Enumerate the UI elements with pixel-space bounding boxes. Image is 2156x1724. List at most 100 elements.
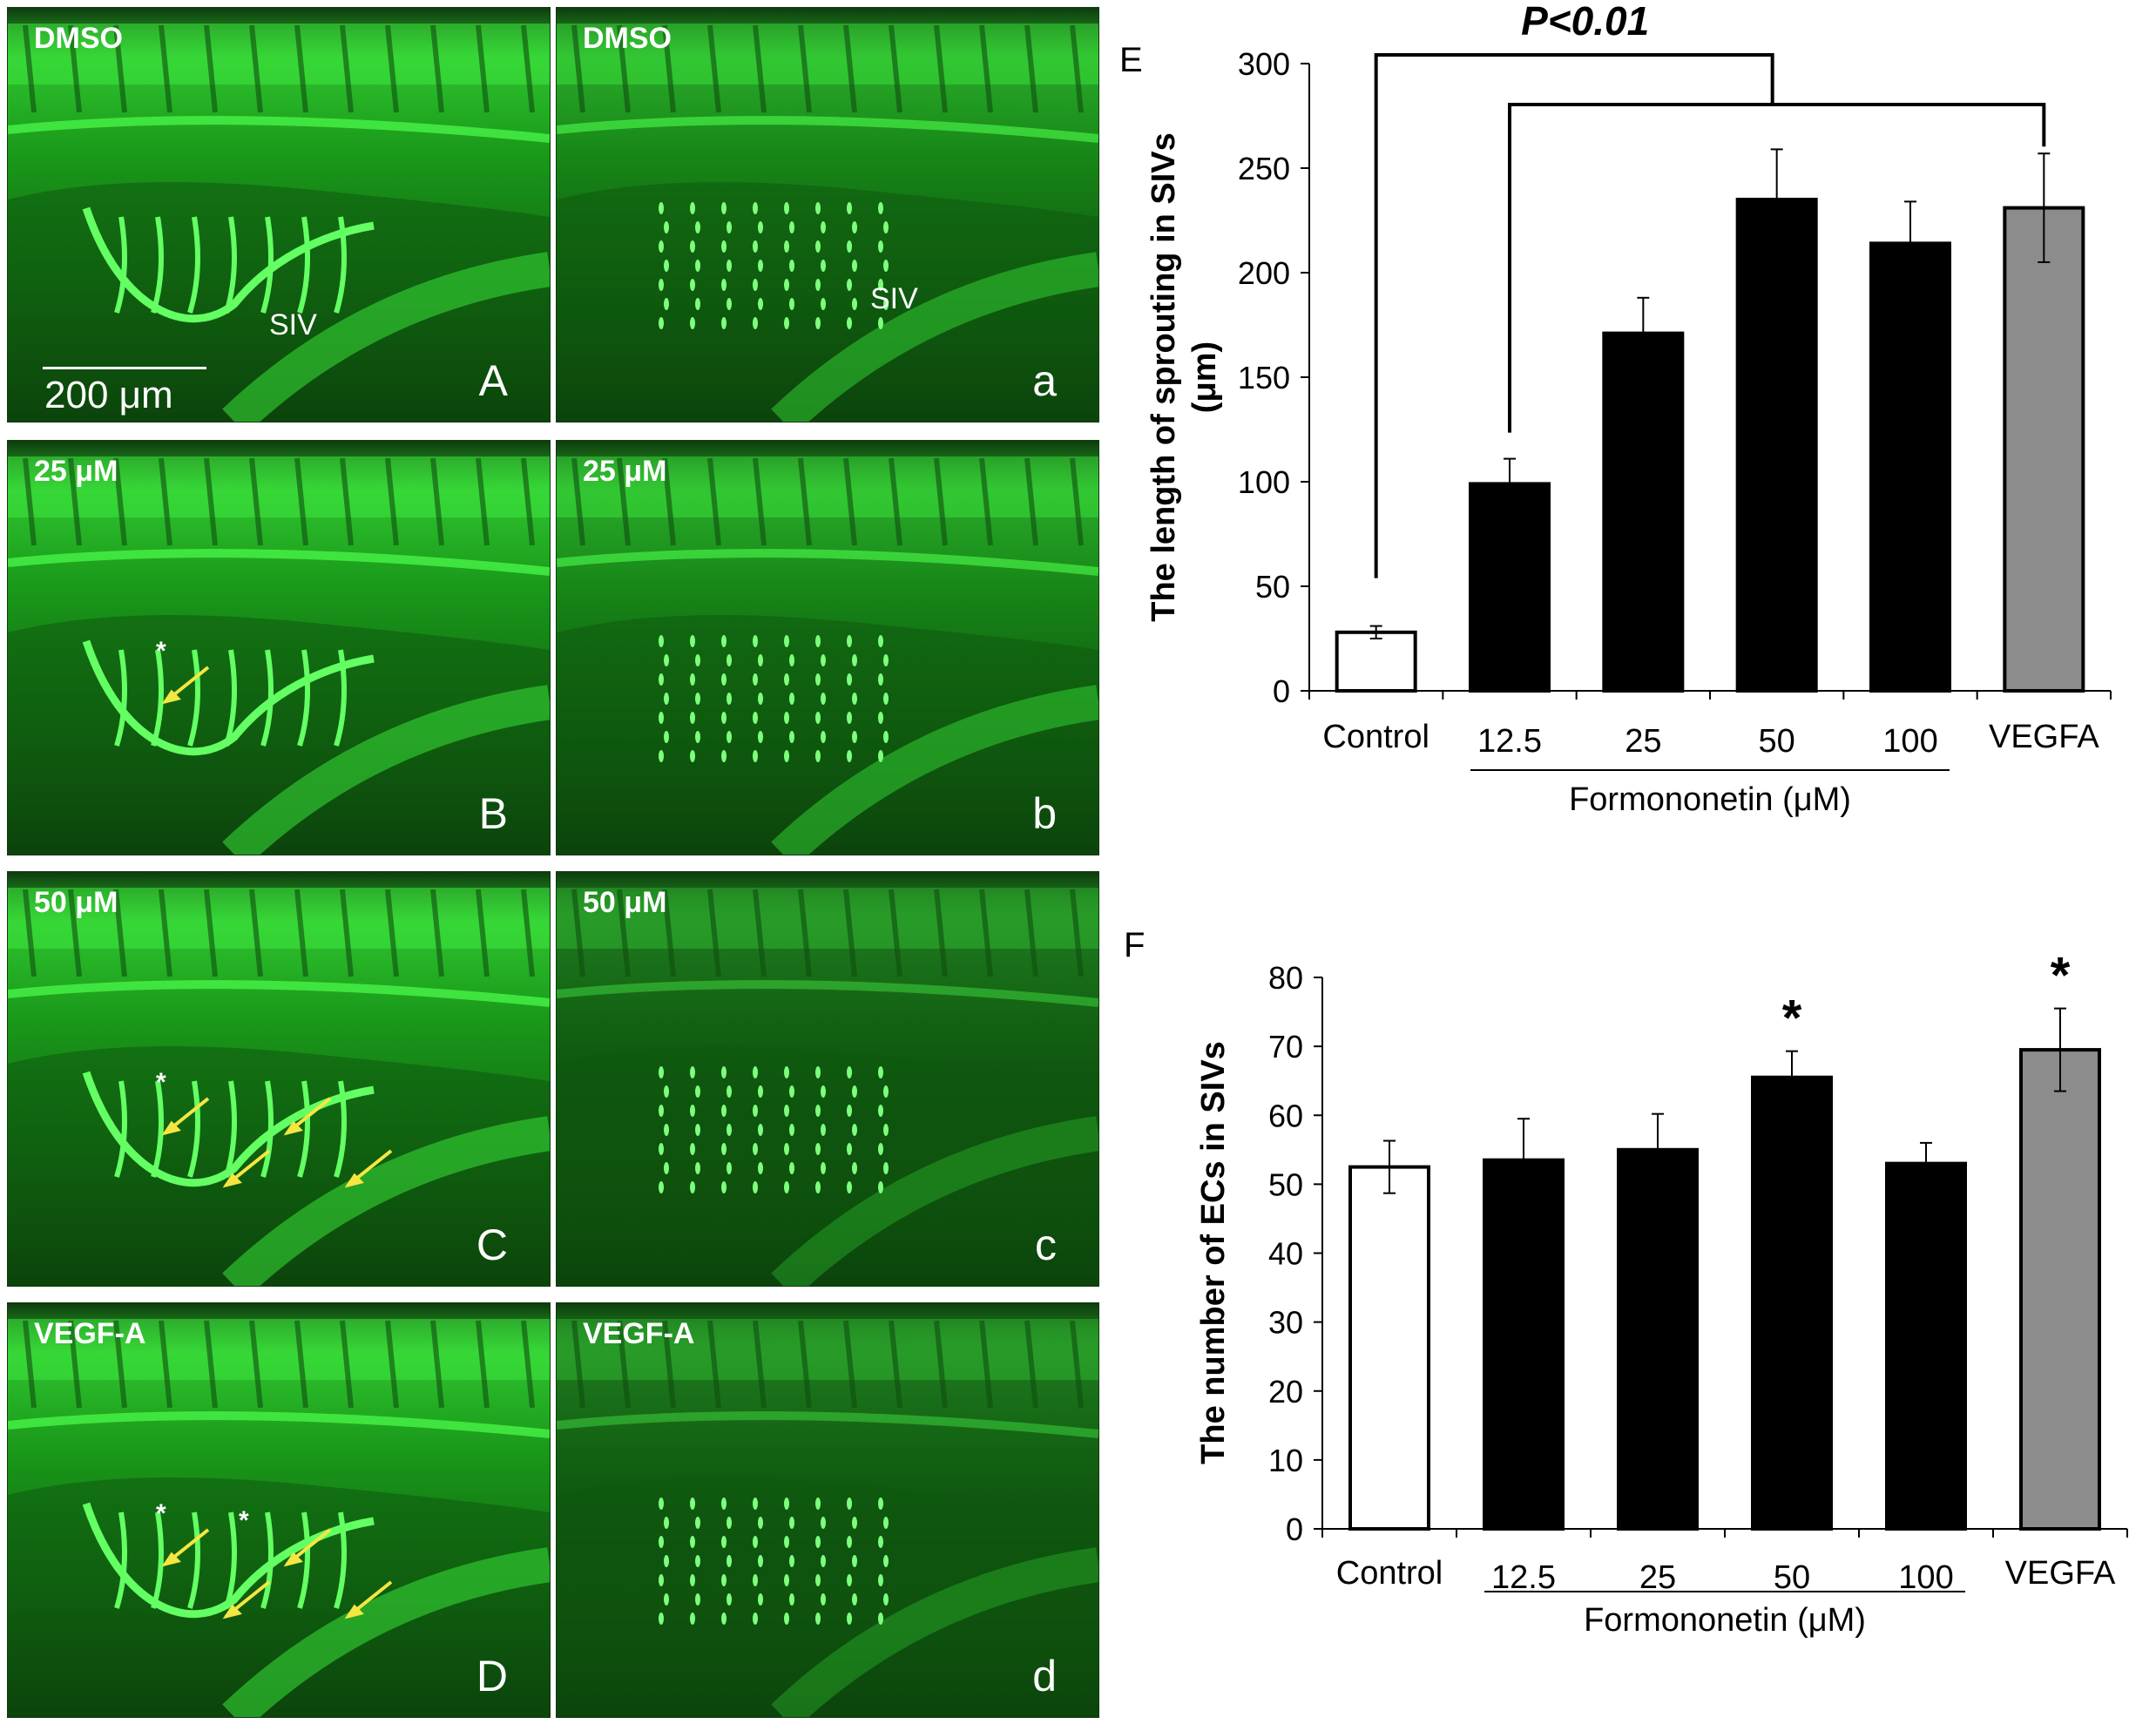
- condition-label: VEGF-A: [583, 1317, 695, 1350]
- arrow-icon: [161, 1528, 210, 1567]
- category-label: 12.5: [1491, 1559, 1556, 1596]
- bar: [1617, 1147, 1699, 1531]
- y-tick-label: 300: [1238, 46, 1290, 82]
- y-tick-label: 50: [1255, 569, 1290, 605]
- bar: [1602, 331, 1685, 693]
- arrow-icon: [344, 1149, 393, 1188]
- panel-letter: b: [1032, 789, 1057, 838]
- bar: [1469, 482, 1551, 693]
- siv-label: SIV: [870, 282, 918, 315]
- y-tick-label: 10: [1268, 1443, 1303, 1478]
- micrograph-panel-a: DMSO a SIV: [556, 7, 1099, 423]
- scale-bar: [43, 367, 206, 369]
- bar: [1885, 1161, 1967, 1531]
- y-axis-label: The length of sprouting in SIVs: [1146, 132, 1182, 622]
- micrograph-panel-D: VEGF-A D * *: [7, 1302, 551, 1718]
- category-label: VEGFA: [2005, 1555, 2116, 1592]
- y-tick-label: 0: [1273, 673, 1290, 709]
- bar: [1335, 630, 1417, 693]
- fluorescence-image: [557, 441, 1098, 855]
- micrograph-panel-d: VEGF-A d: [556, 1302, 1099, 1718]
- panel-letter: B: [478, 789, 508, 838]
- micrograph-panel-A: DMSO A SIV 200 μm: [7, 7, 551, 423]
- category-label: 100: [1882, 723, 1937, 760]
- y-tick-label: 150: [1238, 360, 1290, 396]
- arrow-icon: [222, 1149, 271, 1188]
- category-label: Control: [1336, 1555, 1443, 1592]
- star-marker: *: [156, 637, 166, 666]
- condition-label: 25 μM: [34, 455, 118, 488]
- y-tick-label: 100: [1238, 464, 1290, 500]
- y-tick-label: 60: [1268, 1098, 1303, 1133]
- y-tick-label: 30: [1268, 1305, 1303, 1341]
- micrograph-panel-c: 50 μM c: [556, 871, 1099, 1287]
- category-label: 25: [1625, 723, 1661, 760]
- star-marker: *: [156, 1068, 166, 1097]
- y-tick-label: 250: [1238, 151, 1290, 186]
- scale-bar-label: 200 μm: [44, 374, 173, 416]
- y-tick-label: 80: [1268, 960, 1303, 996]
- fluorescence-image: [557, 1303, 1098, 1717]
- bar: [1483, 1158, 1565, 1531]
- panel-letter: E: [1119, 41, 1143, 79]
- fluorescence-image: [8, 8, 550, 422]
- fluorescence-image: [8, 1303, 550, 1717]
- star-marker: *: [156, 1499, 166, 1528]
- fluorescence-image: [8, 441, 550, 855]
- panel-letter: C: [476, 1220, 508, 1269]
- arrow-icon: [344, 1580, 393, 1619]
- condition-label: 50 μM: [34, 886, 118, 919]
- y-tick-label: 70: [1268, 1029, 1303, 1065]
- arrow-icon: [161, 666, 210, 705]
- bar: [1751, 1075, 1833, 1531]
- p-value-annotation: P<0.01: [1521, 0, 1649, 44]
- panel-letter: A: [478, 356, 508, 405]
- bar: [1735, 198, 1818, 693]
- panel-letter: c: [1035, 1220, 1057, 1269]
- micrograph-panel-b: 25 μM b: [556, 440, 1099, 855]
- arrow-icon: [161, 1097, 210, 1136]
- fluorescence-image: [557, 872, 1098, 1286]
- y-tick-label: 0: [1286, 1511, 1303, 1547]
- bar: [1869, 241, 1951, 693]
- significance-bracket-sub: [1508, 103, 2046, 433]
- y-axis-label: The number of ECs in SIVs: [1195, 1041, 1232, 1464]
- y-tick-label: 50: [1268, 1166, 1303, 1202]
- condition-label: DMSO: [583, 22, 672, 55]
- panel-letter: F: [1124, 926, 1145, 964]
- category-label: Control: [1322, 719, 1429, 755]
- significance-star: *: [1782, 990, 1802, 1047]
- bar: [2019, 1048, 2101, 1531]
- y-axis-unit: (μm): [1186, 341, 1223, 413]
- arrow-icon: [222, 1580, 271, 1619]
- condition-label: 50 μM: [583, 886, 667, 919]
- micrograph-grid: DMSO A SIV 200 μm DMSO a SIV 25 μM B * 25 μM b 50 μM…: [7, 7, 1099, 1718]
- category-label: 50: [1759, 723, 1795, 760]
- group-label: Formononetin (μM): [1584, 1602, 1866, 1639]
- bar: [2003, 206, 2085, 693]
- category-label: VEGFA: [1989, 719, 2099, 755]
- panel-letter: d: [1032, 1652, 1057, 1700]
- arrow-icon: [283, 1528, 332, 1567]
- arrow-icon: [283, 1097, 332, 1136]
- panel-letter: a: [1032, 356, 1057, 405]
- bar: [1348, 1165, 1430, 1531]
- fluorescence-image: [557, 8, 1098, 422]
- y-tick-label: 20: [1268, 1374, 1303, 1410]
- star-marker: *: [239, 1506, 249, 1535]
- condition-label: VEGF-A: [34, 1317, 146, 1350]
- condition-label: 25 μM: [583, 455, 667, 488]
- category-label: 25: [1639, 1559, 1676, 1596]
- condition-label: DMSO: [34, 22, 123, 55]
- micrograph-panel-B: 25 μM B *: [7, 440, 551, 855]
- y-tick-label: 200: [1238, 255, 1290, 291]
- category-label: 100: [1898, 1559, 1953, 1596]
- group-label: Formononetin (μM): [1569, 781, 1851, 818]
- significance-bracket: [1374, 53, 1774, 578]
- significance-star: *: [2051, 948, 2071, 1004]
- category-label: 50: [1774, 1559, 1810, 1596]
- panel-letter: D: [476, 1652, 508, 1700]
- micrograph-panel-C: 50 μM C *: [7, 871, 551, 1287]
- siv-label: SIV: [269, 308, 317, 341]
